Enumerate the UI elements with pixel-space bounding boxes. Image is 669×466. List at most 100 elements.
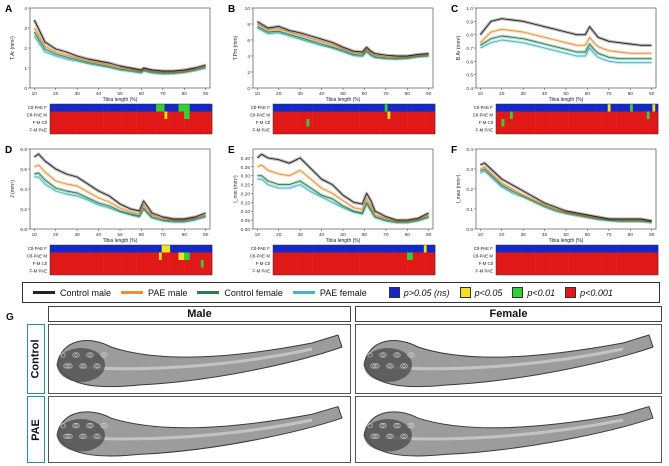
heatmap-cell — [331, 126, 335, 134]
heatmap-cell — [404, 267, 408, 275]
heatmap-cell — [370, 245, 374, 253]
heatmap-cell — [58, 252, 62, 260]
legend-label: PAE male — [148, 287, 188, 298]
heatmap-cell — [72, 245, 76, 253]
heatmap-cell — [362, 104, 366, 112]
heatmap-cell — [549, 126, 553, 134]
plot-frame — [252, 148, 434, 230]
heatmap-cell — [66, 260, 70, 268]
heatmap-cell — [367, 245, 372, 253]
heatmap-cell — [563, 245, 567, 253]
trabecular-strut — [79, 363, 85, 369]
series-line — [480, 39, 652, 64]
heatmap-cell — [184, 267, 188, 275]
heatmap-cell — [50, 245, 54, 253]
heatmap-cell — [284, 260, 288, 268]
heatmap-cell — [52, 104, 56, 112]
heatmap-cell — [429, 260, 433, 268]
trabecular-strut — [402, 433, 408, 439]
heatmap-cell — [75, 252, 79, 260]
heatmap-cell — [125, 126, 129, 134]
heatmap-cell — [649, 260, 653, 268]
heatmap-cell — [602, 252, 606, 260]
heatmap-cell — [632, 111, 636, 119]
heatmap-cell — [407, 104, 411, 112]
heatmap-cell — [175, 104, 179, 112]
heatmap-cell — [345, 252, 349, 260]
heatmap-frame — [49, 103, 213, 135]
heatmap-cell — [599, 267, 603, 275]
heatmap-cell — [574, 126, 578, 134]
heatmap-cell — [370, 267, 374, 275]
trabecular-strut — [95, 363, 101, 369]
heatmap-cell — [172, 119, 176, 127]
heatmap-cell — [418, 245, 422, 253]
heatmap-cell — [100, 119, 104, 127]
heatmap-cell — [537, 104, 541, 112]
heatmap-cell — [97, 252, 101, 260]
heatmap-cell — [170, 126, 174, 134]
y-tick-label: 8 — [247, 22, 250, 28]
heatmap-cell — [418, 104, 422, 112]
legend-box-p01 — [512, 287, 524, 298]
heatmap-cell — [379, 111, 383, 119]
legend-label: PAE female — [319, 287, 367, 298]
heatmap-cell — [326, 245, 330, 253]
heatmap-cell — [105, 245, 109, 253]
y-tick-label: 0.2 — [20, 207, 27, 213]
series-line — [257, 26, 429, 59]
heatmap-cell — [117, 111, 121, 119]
heatmap-cell — [649, 245, 653, 253]
heatmap-cell — [604, 119, 609, 127]
heatmap-cell — [571, 260, 575, 268]
heatmap-cell — [86, 119, 90, 127]
series-line — [34, 153, 206, 220]
x-tick-label: 90 — [426, 91, 432, 97]
heatmap-cell — [362, 119, 366, 127]
heatmap-cell — [195, 126, 199, 134]
heatmap-cell — [306, 126, 310, 134]
heatmap-cell — [574, 119, 578, 127]
x-tick-label: 70 — [383, 232, 389, 238]
heatmap-cell — [518, 267, 522, 275]
heatmap-cell — [328, 126, 332, 134]
heatmap-cell — [281, 111, 285, 119]
heatmap-cell — [509, 104, 514, 112]
heatmap-cell — [616, 252, 620, 260]
heatmap-cell — [409, 111, 413, 119]
trabecular-strut — [95, 433, 101, 439]
heatmap-cell — [421, 260, 425, 268]
heatmap-row-label: F-M Ctl — [256, 261, 270, 266]
heatmap-cell — [356, 245, 360, 253]
heatmap-cell — [529, 119, 533, 127]
heatmap-cell — [203, 119, 207, 127]
trabecular-strut — [374, 433, 380, 439]
heatmap-cell — [563, 119, 567, 127]
heatmap-cell — [300, 104, 305, 112]
legend-swatch-pae-male — [121, 291, 144, 294]
heatmap-cell — [156, 245, 160, 253]
heatmap-cell — [100, 252, 104, 260]
heatmap-cell — [504, 126, 508, 134]
heatmap-cell — [590, 260, 595, 268]
heatmap-cell — [604, 252, 609, 260]
heatmap-cell — [523, 252, 528, 260]
heatmap-cell — [523, 126, 528, 134]
heatmap-cell — [192, 126, 196, 134]
y-tick-label: 0.35 — [241, 165, 251, 171]
heatmap-cell — [314, 126, 318, 134]
heatmap-cell — [198, 104, 202, 112]
heatmap-cell — [565, 119, 569, 127]
heatmap-cell — [61, 111, 65, 119]
heatmap-cell — [303, 104, 307, 112]
heatmap-cell — [512, 245, 516, 253]
heatmap-cell — [529, 252, 533, 260]
heatmap-cell — [295, 111, 299, 119]
heatmap-cell — [164, 126, 168, 134]
heatmap-cell — [50, 126, 54, 134]
heatmap-cell — [624, 119, 628, 127]
heatmap-cell — [278, 104, 282, 112]
heatmap-cell — [610, 260, 614, 268]
chart-svg: D0.00.20.40.60.810 20 30 40 50 60 70 80 90Tibia … — [5, 145, 213, 276]
heatmap-cell — [635, 126, 639, 134]
